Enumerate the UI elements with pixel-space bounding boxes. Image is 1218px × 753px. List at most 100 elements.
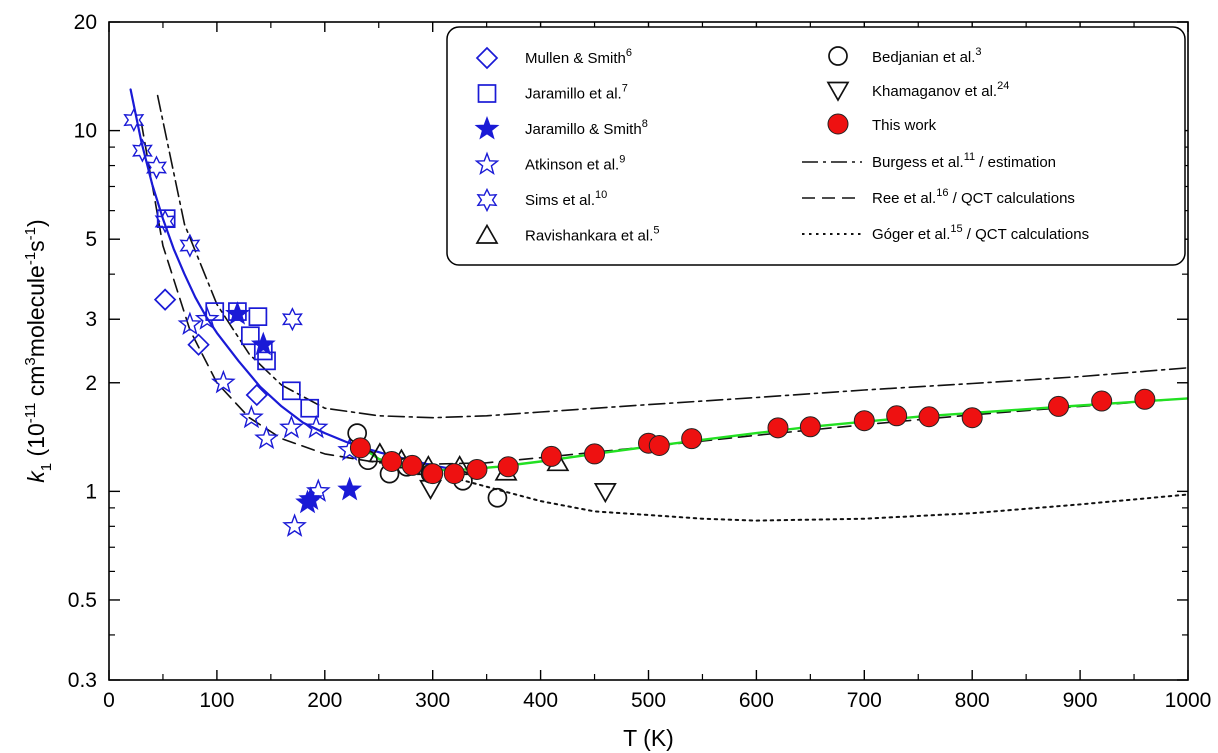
y-title-part: (10 — [23, 423, 49, 463]
x-tick-label: 300 — [415, 689, 450, 712]
x-tick-label: 0 — [103, 689, 115, 712]
x-tick-label: 100 — [199, 689, 234, 712]
point-this-work — [401, 454, 423, 476]
point-jaramillo-et-al- — [300, 398, 320, 418]
legend-marker — [476, 187, 498, 213]
legend-label: Khamaganov et al.24 — [872, 80, 1009, 100]
point-this-work — [381, 450, 403, 472]
legend-name: Khamaganov et al. — [872, 83, 997, 100]
y-title-sup: 3 — [22, 357, 39, 365]
point-mullen-smith — [245, 383, 269, 407]
y-title-part: molecule — [23, 265, 49, 357]
point-this-work — [918, 406, 940, 428]
point-bedjanian-et-al- — [487, 487, 508, 508]
legend-label: Mullen & Smith6 — [525, 47, 632, 67]
legend-name: Jaramillo et al. — [525, 86, 622, 103]
legend-suffix: / QCT calculations — [963, 226, 1089, 243]
point-sims-et-al- — [146, 155, 167, 180]
legend-name: Ravishankara et al. — [525, 228, 653, 245]
axes: 0 100 200 300 400 500 600 700 800 900 1000 0.3 0.5 1 2… — [22, 11, 1211, 751]
x-tick-label: 900 — [1063, 689, 1098, 712]
legend-label: Jaramillo & Smith8 — [525, 118, 648, 138]
legend-box — [446, 26, 1186, 266]
point-jaramillo-et-al- — [240, 326, 260, 346]
point-mullen-smith — [153, 288, 177, 311]
legend-name: Ree et al. — [872, 190, 936, 207]
point-this-work — [681, 428, 703, 450]
y-title-part: ) — [23, 219, 49, 227]
point-sims-et-al- — [132, 138, 153, 163]
point-atkinson-et-al- — [177, 311, 203, 336]
legend-label: This work — [872, 117, 937, 134]
x-tick-label: 700 — [847, 689, 882, 712]
x-tick-label: 500 — [631, 689, 666, 712]
point-jaramillo-smith — [224, 301, 250, 325]
legend-name: Burgess et al. — [872, 154, 964, 171]
point-atkinson-et-al- — [303, 414, 329, 439]
legend-ref: 16 — [936, 187, 948, 199]
x-axis-title: T (K) — [623, 725, 674, 751]
legend-label: Ravishankara et al.5 — [525, 225, 660, 245]
point-this-work — [961, 407, 983, 429]
legend-suffix: / estimation — [975, 154, 1056, 171]
point-this-work — [584, 443, 606, 465]
y-tick-label: 1 — [85, 480, 97, 503]
legend-name: Góger et al. — [872, 226, 950, 243]
x-tick-label: 200 — [307, 689, 342, 712]
point-atkinson-et-al- — [282, 513, 307, 537]
x-tick-label: 1000 — [1165, 689, 1212, 712]
y-axis-title: k1 (10-11 cm3molecule-1s-1) — [22, 219, 55, 482]
legend-marker — [826, 81, 850, 102]
point-atkinson-et-al- — [239, 404, 264, 429]
y-title-sup: -1 — [22, 227, 39, 240]
legend-ref: 24 — [997, 80, 1009, 92]
point-this-work — [648, 435, 670, 457]
legend-marker — [827, 113, 849, 135]
legend-ref: 11 — [964, 151, 975, 163]
legend-name: Jaramillo & Smith — [525, 121, 642, 138]
curve-burgess-et-al- — [156, 94, 1188, 419]
point-sims-et-al- — [154, 209, 176, 234]
point-mullen-smith — [187, 333, 210, 356]
legend-label: Bedjanian et al.3 — [872, 46, 982, 66]
point-ravishankara-et-al- — [368, 442, 392, 463]
y-title-sub: 1 — [38, 463, 55, 471]
point-atkinson-et-al- — [279, 414, 304, 439]
y-tick-label: 20 — [74, 11, 97, 34]
point-this-work — [466, 458, 488, 480]
point-this-work — [349, 437, 371, 459]
point-atkinson-et-al- — [211, 369, 236, 394]
legend-marker — [474, 115, 500, 140]
point-this-work — [1091, 390, 1113, 412]
legend-ref: 10 — [595, 189, 607, 201]
legend-marker — [477, 84, 497, 103]
point-this-work — [443, 463, 465, 485]
legend-name: Atkinson et al. — [525, 157, 619, 174]
legend-marker — [828, 46, 848, 66]
y-tick-label: 2 — [85, 372, 97, 395]
legend-name: This work — [872, 117, 937, 134]
legend-label: Sims et al.10 — [525, 189, 607, 209]
y-tick-label: 10 — [74, 120, 97, 143]
x-tick-label: 400 — [523, 689, 558, 712]
legend-ref: 9 — [619, 154, 625, 166]
point-this-work — [799, 416, 821, 438]
y-title-part: s — [23, 240, 49, 252]
legend-marker — [475, 46, 499, 70]
legend-name: Sims et al. — [525, 192, 595, 209]
point-jaramillo-et-al- — [282, 381, 301, 401]
legend-label: Góger et al.15 / QCT calculations — [872, 223, 1089, 243]
point-jaramillo-et-al- — [257, 351, 276, 371]
point-atkinson-et-al- — [194, 306, 220, 330]
legend-ref: 5 — [653, 225, 659, 237]
point-this-work — [767, 417, 789, 439]
point-this-work — [886, 405, 908, 427]
legend-name: Mullen & Smith — [525, 50, 626, 67]
point-sims-et-al- — [179, 233, 201, 258]
legend-ref: 6 — [626, 47, 632, 59]
legend-ref: 8 — [642, 118, 648, 130]
legend-label: Jaramillo et al.7 — [525, 83, 628, 103]
legend-ref: 15 — [950, 223, 962, 235]
